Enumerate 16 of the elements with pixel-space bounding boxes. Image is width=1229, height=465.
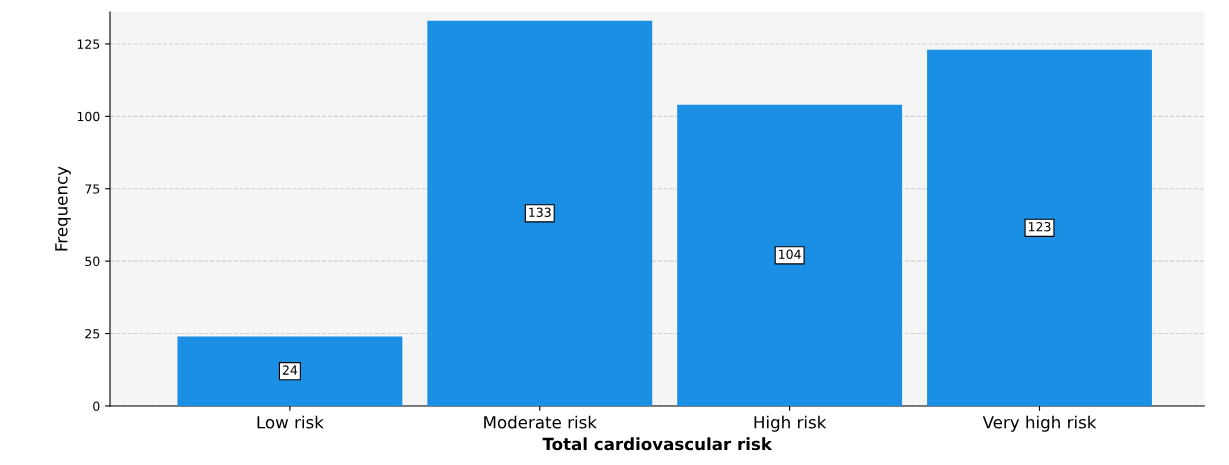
data-label: 104 [779, 249, 801, 259]
data-label: 133 [529, 207, 551, 217]
x-tick-label: Very high risk [982, 415, 1097, 432]
y-tick-label: 50 [85, 256, 100, 267]
x-tick-label: Moderate risk [484, 415, 597, 429]
y-tick-label: 125 [77, 39, 100, 49]
y-tick-label: 25 [85, 329, 100, 339]
y-tick-label: 75 [85, 184, 100, 194]
data-label: 123 [1028, 222, 1051, 232]
y-tick-label: 100 [77, 111, 100, 122]
x-axis-title: Total cardiovascular risk [542, 437, 773, 451]
y-tick-label: 0 [93, 401, 100, 411]
y-axis-title: Frequency [55, 166, 71, 251]
x-tick-label: High risk [754, 415, 827, 432]
data-label: 24 [282, 365, 298, 375]
x-tick-label: Low risk [257, 415, 324, 429]
